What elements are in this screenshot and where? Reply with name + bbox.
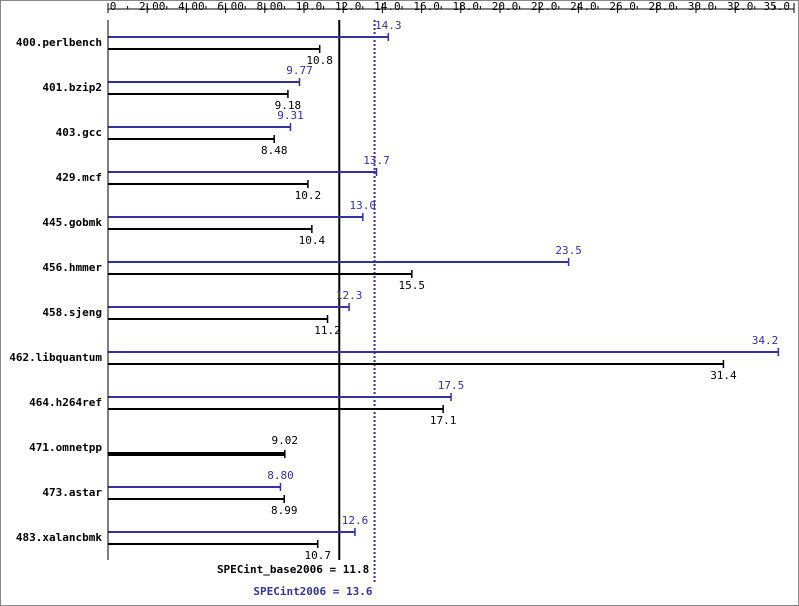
category-label: 403.gcc: [56, 126, 102, 139]
x-tick-label: 32.0: [727, 0, 754, 13]
value-label: 10.4: [299, 234, 326, 247]
value-label: 8.48: [261, 144, 288, 157]
x-tick-label: 18.0: [453, 0, 480, 13]
x-tick-label: 8.00: [257, 0, 284, 13]
x-tick-label: 2.00: [139, 0, 166, 13]
value-label: 11.2: [314, 324, 341, 337]
x-tick-label: 0: [110, 0, 117, 13]
value-label: 8.99: [271, 504, 298, 517]
x-tick-label: 30.0: [688, 0, 715, 13]
value-label: 13.7: [363, 154, 390, 167]
value-label: 10.8: [306, 54, 333, 67]
x-tick-label: 28.0: [649, 0, 676, 13]
value-label: 12.3: [336, 289, 363, 302]
value-label: 8.80: [267, 469, 294, 482]
category-label: 471.omnetpp: [29, 441, 102, 454]
category-label: 400.perlbench: [16, 36, 102, 49]
value-label: 34.2: [752, 334, 779, 347]
category-label: 464.h264ref: [29, 396, 102, 409]
value-label: 10.7: [304, 549, 331, 562]
value-label: 23.5: [555, 244, 582, 257]
x-tick-label: 16.0: [413, 0, 440, 13]
x-tick-label: 14.0: [374, 0, 401, 13]
x-tick-label: 12.0: [335, 0, 362, 13]
value-label: 10.2: [295, 189, 322, 202]
value-label: 15.5: [399, 279, 426, 292]
category-label: 458.sjeng: [42, 306, 102, 319]
value-label: 9.31: [277, 109, 304, 122]
value-label: 14.3: [375, 19, 402, 32]
value-label: 9.77: [286, 64, 313, 77]
value-label: 17.1: [430, 414, 457, 427]
value-label: 17.5: [438, 379, 465, 392]
category-label: 401.bzip2: [42, 81, 102, 94]
x-tick-label: 35.0: [764, 0, 791, 13]
x-tick-label: 26.0: [609, 0, 636, 13]
value-label: 12.6: [342, 514, 369, 527]
reference-label: SPECint2006 = 13.6: [253, 585, 373, 598]
x-tick-label: 4.00: [178, 0, 205, 13]
value-label: 13.0: [350, 199, 377, 212]
category-label: 483.xalancbmk: [16, 531, 102, 544]
value-label: 9.02: [272, 434, 299, 447]
category-label: 456.hmmer: [42, 261, 102, 274]
x-tick-label: 10.0: [296, 0, 323, 13]
x-tick-label: 22.0: [531, 0, 558, 13]
category-label: 473.astar: [42, 486, 102, 499]
x-tick-label: 20.0: [492, 0, 519, 13]
reference-label: SPECint_base2006 = 11.8: [217, 563, 369, 576]
x-tick-label: 6.00: [217, 0, 244, 13]
category-label: 429.mcf: [56, 171, 102, 184]
category-label: 445.gobmk: [42, 216, 102, 229]
category-label: 462.libquantum: [9, 351, 102, 364]
value-label: 31.4: [710, 369, 737, 382]
x-tick-label: 24.0: [570, 0, 597, 13]
value-label: 9.18: [275, 99, 302, 112]
